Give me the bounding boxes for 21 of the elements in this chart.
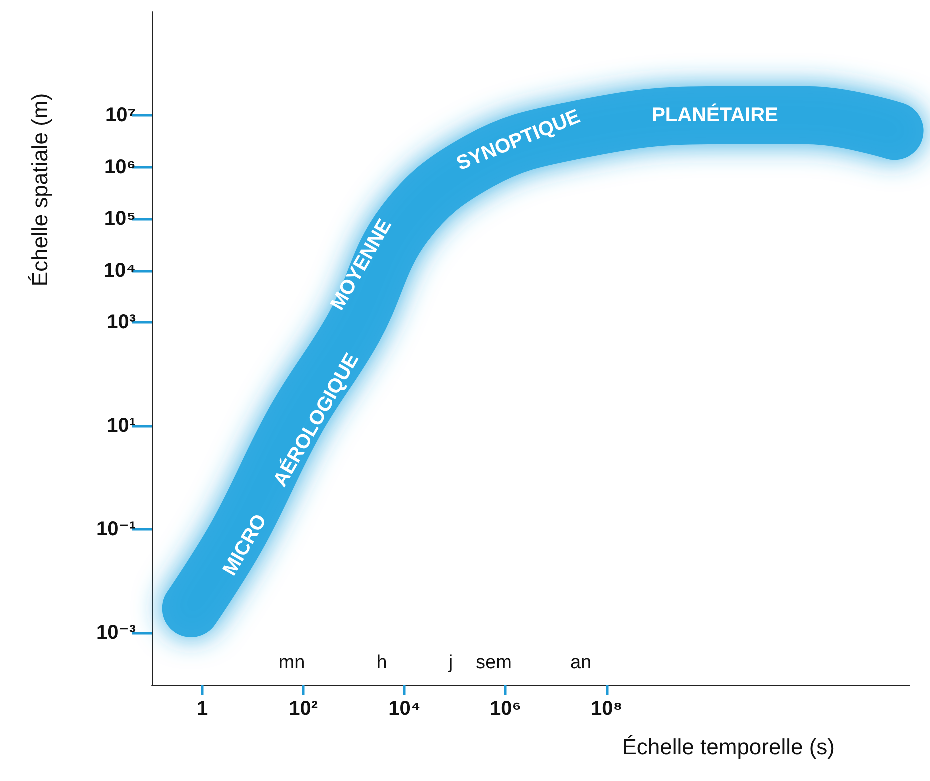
y-tick-label: 10⁻¹ — [96, 518, 136, 541]
y-tick-label: 10¹ — [107, 415, 136, 438]
y-tick-label: 10⁵ — [104, 208, 136, 230]
y-tick-label: 10⁻³ — [96, 622, 136, 644]
annotation: j — [448, 652, 454, 674]
annotation: sem — [476, 652, 512, 674]
y-axis-title: Échelle spatiale (m) — [28, 93, 52, 287]
annotation: an — [570, 652, 592, 674]
x-tick-label: 10⁴ — [388, 698, 421, 720]
annotation: h — [376, 652, 388, 674]
x-tick-label: 1 — [196, 698, 208, 720]
annotation: mn — [278, 652, 306, 674]
annotation: PLANÉTAIRE — [652, 104, 778, 127]
x-axis-title: Échelle temporelle (s) — [622, 734, 835, 760]
y-tick-label: 10⁷ — [106, 104, 136, 127]
x-tick-label: 10⁸ — [590, 698, 623, 720]
y-tick-label: 10⁴ — [104, 260, 136, 282]
x-tick-label: 10⁶ — [490, 698, 522, 720]
x-tick-label: 10² — [289, 698, 318, 720]
y-tick-label: 10⁶ — [104, 156, 136, 178]
y-tick-label: 10³ — [107, 312, 136, 334]
